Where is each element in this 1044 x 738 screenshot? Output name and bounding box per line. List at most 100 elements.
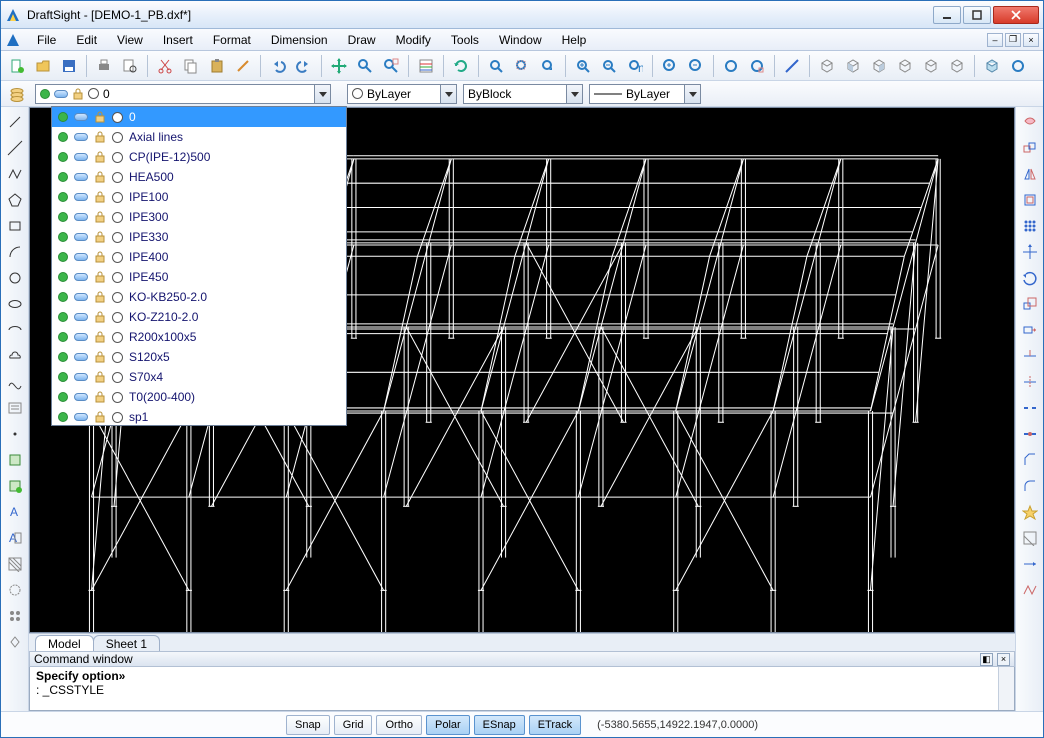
view-front-button[interactable] — [841, 54, 865, 78]
layer-row[interactable]: CP(IPE-12)500 — [52, 147, 346, 167]
infinite-line-tool[interactable] — [4, 137, 26, 159]
view-left-button[interactable] — [893, 54, 917, 78]
scale-tool[interactable] — [1019, 293, 1041, 315]
print-preview-button[interactable] — [118, 54, 142, 78]
properties-button[interactable] — [414, 54, 438, 78]
mdi-close-button[interactable]: × — [1023, 33, 1039, 47]
cut-button[interactable] — [153, 54, 177, 78]
sheet-tab-model[interactable]: Model — [35, 635, 94, 651]
layer-row[interactable]: S120x5 — [52, 347, 346, 367]
zoom-fit-button[interactable] — [379, 54, 403, 78]
layer-manager-button[interactable] — [5, 82, 29, 106]
layer-row[interactable]: Axial lines — [52, 127, 346, 147]
redo-button[interactable] — [292, 54, 316, 78]
region-tool[interactable] — [4, 579, 26, 601]
ellipse-arc-tool[interactable] — [4, 319, 26, 341]
linestyle-dropdown-button[interactable] — [566, 85, 582, 103]
simple-text-tool[interactable]: A — [4, 501, 26, 523]
statusbar-ortho-button[interactable]: Ortho — [376, 715, 422, 735]
rectangle-tool[interactable] — [4, 215, 26, 237]
menu-tools[interactable]: Tools — [441, 31, 489, 49]
close-button[interactable] — [993, 6, 1039, 24]
sheet-tab-sheet1[interactable]: Sheet 1 — [93, 635, 160, 651]
menu-view[interactable]: View — [107, 31, 153, 49]
view-bottom-button[interactable] — [945, 54, 969, 78]
open-button[interactable] — [31, 54, 55, 78]
fillet-tool[interactable] — [1019, 475, 1041, 497]
zoom-bounds-button[interactable] — [484, 54, 508, 78]
paste-button[interactable] — [205, 54, 229, 78]
command-window[interactable]: Specify option» : _CSSTYLE — [29, 667, 1015, 711]
rotate-tool[interactable] — [1019, 267, 1041, 289]
minimize-button[interactable] — [933, 6, 961, 24]
zoom-factor-button[interactable] — [684, 54, 708, 78]
lineweight-combo[interactable]: ByLayer — [589, 84, 701, 104]
layer-row[interactable]: R200x100x5 — [52, 327, 346, 347]
statusbar-polar-button[interactable]: Polar — [426, 715, 470, 735]
edit-hatch-tool[interactable] — [1019, 527, 1041, 549]
zoom-in-button[interactable] — [571, 54, 595, 78]
trim-tool[interactable] — [1019, 345, 1041, 367]
linecolor-dropdown-button[interactable] — [440, 85, 456, 103]
mirror-tool[interactable] — [1019, 163, 1041, 185]
new-button[interactable] — [5, 54, 29, 78]
zoom-dynamic-button[interactable] — [658, 54, 682, 78]
ellipse-tool[interactable] — [4, 293, 26, 315]
layer-row[interactable]: IPE400 — [52, 247, 346, 267]
layer-row[interactable]: T0(200-400) — [52, 387, 346, 407]
line-tool[interactable] — [4, 111, 26, 133]
polygon-tool[interactable] — [4, 189, 26, 211]
explode-tool[interactable] — [1019, 501, 1041, 523]
layer-row[interactable]: HEA500 — [52, 167, 346, 187]
menu-edit[interactable]: Edit — [66, 31, 107, 49]
layer-row[interactable]: IPE300 — [52, 207, 346, 227]
chamfer-tool[interactable] — [1019, 449, 1041, 471]
layer-row[interactable]: IPE100 — [52, 187, 346, 207]
copy-button[interactable] — [179, 54, 203, 78]
statusbar-grid-button[interactable]: Grid — [334, 715, 373, 735]
zoom-out-button[interactable] — [597, 54, 621, 78]
table-tool[interactable] — [4, 605, 26, 627]
menu-file[interactable]: File — [27, 31, 66, 49]
edit-polyline-tool[interactable] — [1019, 579, 1041, 601]
view-sw-iso-button[interactable] — [980, 54, 1004, 78]
command-window-close-button[interactable]: × — [997, 653, 1010, 666]
menu-dimension[interactable]: Dimension — [261, 31, 338, 49]
menu-insert[interactable]: Insert — [153, 31, 203, 49]
view-se-iso-button[interactable] — [1006, 54, 1030, 78]
pattern-tool[interactable] — [1019, 215, 1041, 237]
change-length-tool[interactable] — [1019, 553, 1041, 575]
statusbar-esnap-button[interactable]: ESnap — [474, 715, 525, 735]
split-tool[interactable] — [1019, 397, 1041, 419]
menu-format[interactable]: Format — [203, 31, 261, 49]
extend-tool[interactable] — [1019, 371, 1041, 393]
revision-cloud-tool[interactable] — [4, 345, 26, 367]
layer-row[interactable]: IPE330 — [52, 227, 346, 247]
layer-combo[interactable]: 0 — [35, 84, 331, 104]
menu-modify[interactable]: Modify — [386, 31, 441, 49]
menu-help[interactable]: Help — [552, 31, 597, 49]
statusbar-snap-button[interactable]: Snap — [286, 715, 330, 735]
spline-tool[interactable] — [4, 371, 26, 393]
polyline-tool[interactable] — [4, 163, 26, 185]
linecolor-combo[interactable]: ByLayer — [347, 84, 457, 104]
move-tool[interactable] — [1019, 241, 1041, 263]
weld-tool[interactable] — [1019, 423, 1041, 445]
layer-row[interactable]: 0 — [52, 107, 346, 127]
circle-tool[interactable] — [4, 267, 26, 289]
pan-button[interactable] — [327, 54, 351, 78]
view-back-button[interactable] — [919, 54, 943, 78]
layer-combo-dropdown-button[interactable] — [314, 85, 330, 103]
rebuild-button[interactable] — [449, 54, 473, 78]
note-tool[interactable] — [4, 397, 26, 419]
properties-painter-button[interactable] — [231, 54, 255, 78]
undo-button[interactable] — [266, 54, 290, 78]
offset-tool[interactable] — [1019, 189, 1041, 211]
linestyle-combo[interactable]: ByBlock — [463, 84, 583, 104]
view-top-button[interactable] — [815, 54, 839, 78]
mdi-restore-button[interactable]: ❐ — [1005, 33, 1021, 47]
copy-tool[interactable] — [1019, 137, 1041, 159]
mask-tool[interactable] — [4, 631, 26, 653]
hatch-tool[interactable] — [4, 553, 26, 575]
statusbar-etrack-button[interactable]: ETrack — [529, 715, 581, 735]
